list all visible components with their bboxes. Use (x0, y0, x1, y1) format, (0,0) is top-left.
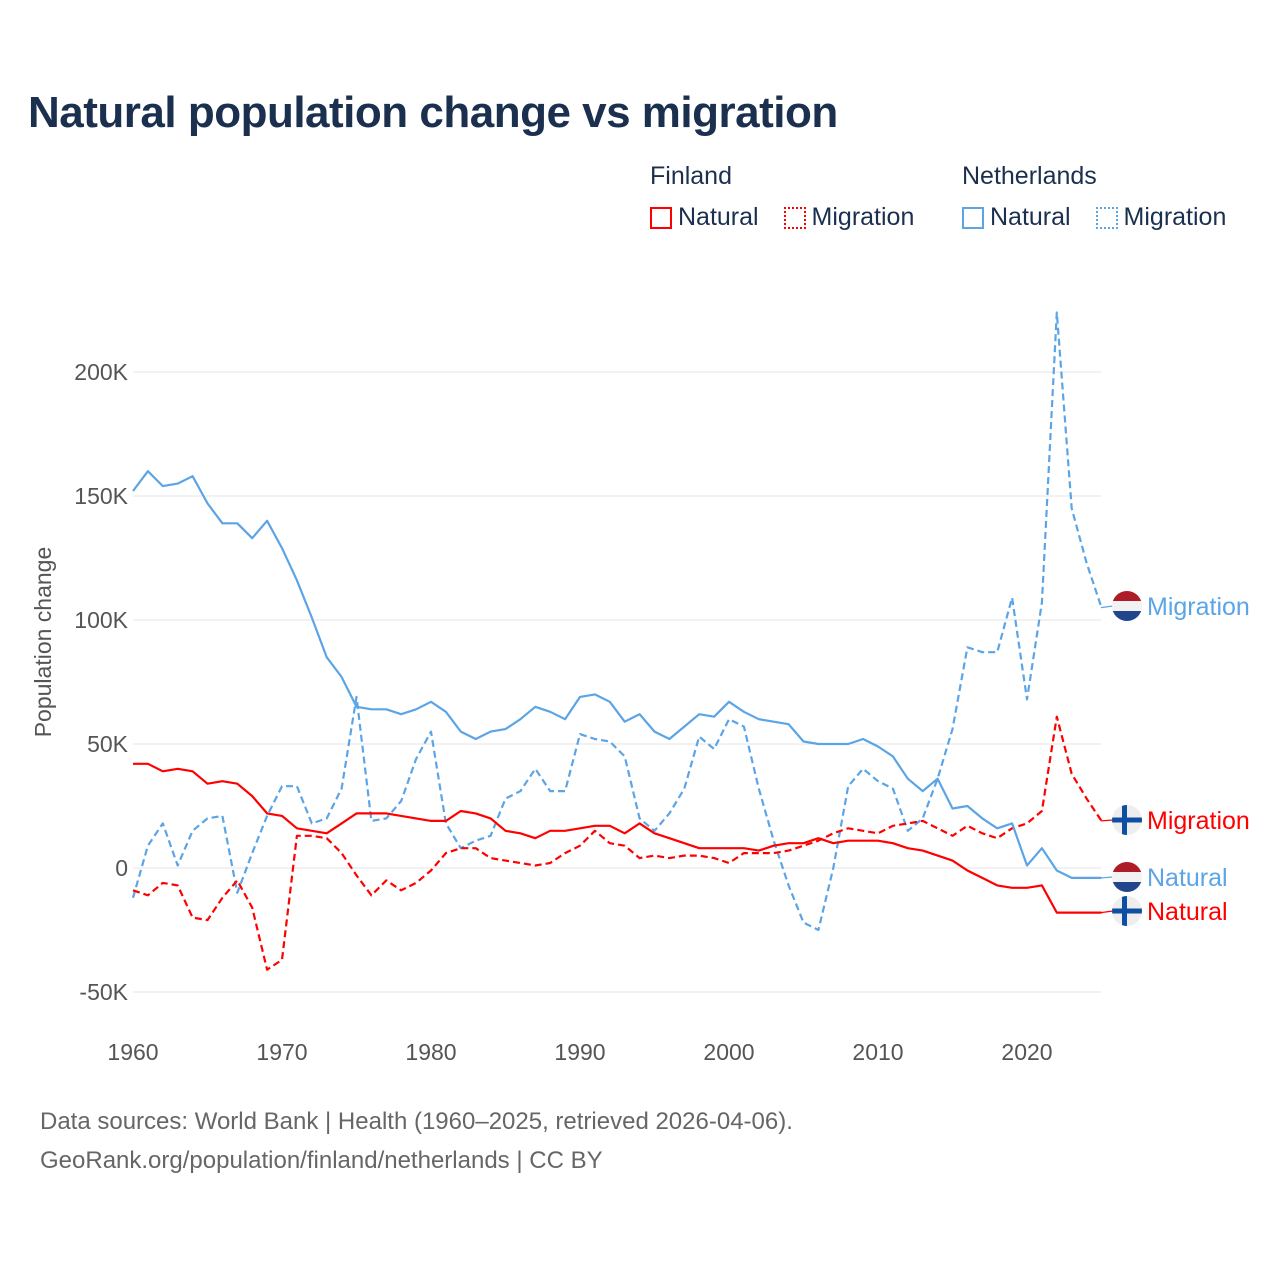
y-tick-label: 200K (74, 359, 128, 385)
flag-stripe-white (1112, 872, 1142, 882)
legend-label: Migration (811, 203, 915, 231)
chart-title: Natural population change vs migration (28, 88, 838, 137)
flag-body (1112, 862, 1142, 892)
x-tick-label: 2010 (852, 1039, 903, 1065)
flag-stripe-red (1112, 591, 1142, 601)
series-end-label: Migration (1147, 807, 1250, 835)
legend-item-finland-migration[interactable]: Migration (783, 203, 915, 232)
legend-swatch-solid (650, 206, 672, 229)
flag-stripe-red (1112, 862, 1142, 872)
y-axis-label: Population change (30, 547, 56, 738)
flag-body (1112, 896, 1142, 926)
netherlands-flag-icon (1112, 862, 1142, 892)
series-line-finland-migration (132, 715, 1103, 971)
source-line: Data sources: World Bank | Health (1960–… (40, 1108, 793, 1135)
legend-label: Natural (990, 203, 1071, 231)
flag-bg (1112, 805, 1142, 835)
x-tick-label: 1990 (554, 1039, 605, 1065)
flag-cross-v (1122, 805, 1127, 835)
flag-stripe-blue (1112, 611, 1142, 621)
flag-body (1112, 591, 1142, 621)
flag-stripe-blue (1112, 882, 1142, 892)
legend-item-netherlands-natural[interactable]: Natural (962, 203, 1071, 232)
y-tick-label: 0 (115, 855, 128, 881)
legend-label: Natural (678, 203, 759, 231)
legend-finland: Finland Natural Migration (650, 162, 932, 236)
flag-body (1112, 805, 1142, 835)
flag-cross-h (1112, 817, 1142, 823)
label-connector (1100, 605, 1114, 609)
series-end-label: Natural (1147, 898, 1228, 926)
finland-flag-icon (1112, 896, 1142, 926)
finland-flag-icon (1112, 805, 1142, 835)
flag-cross-v (1122, 896, 1127, 926)
legend-swatch-dotted (783, 206, 806, 229)
series-line-finland-natural (133, 762, 1102, 914)
legend-netherlands: Netherlands Natural Migration (962, 162, 1244, 236)
y-tick-label: 150K (74, 483, 128, 509)
label-connector (1100, 819, 1114, 822)
legend-country: Finland (650, 162, 732, 190)
legend-country: Netherlands (962, 162, 1097, 190)
flag-cross-h (1112, 908, 1142, 914)
x-tick-label: 2000 (703, 1039, 754, 1065)
flag-stripe-white (1112, 601, 1142, 611)
series-end-label: Migration (1147, 593, 1250, 621)
flag-bg (1112, 896, 1142, 926)
legend-swatch-solid (962, 206, 984, 229)
netherlands-flag-icon (1112, 591, 1142, 621)
x-tick-label: 1980 (405, 1039, 456, 1065)
legend-label: Migration (1123, 203, 1227, 231)
x-tick-label: 1960 (107, 1039, 158, 1065)
y-tick-label: 100K (74, 607, 128, 633)
legend-item-finland-natural[interactable]: Natural (650, 203, 759, 232)
source-link[interactable]: GeoRank.org/population/finland/netherlan… (40, 1147, 603, 1174)
label-connector (1100, 910, 1114, 914)
x-tick-label: 1970 (256, 1039, 307, 1065)
y-tick-label: -50K (79, 979, 128, 1005)
series-line-netherlands-migration (131, 311, 1103, 932)
series-line-netherlands-natural (132, 470, 1102, 880)
label-connector (1100, 876, 1114, 879)
y-tick-label: 50K (87, 731, 129, 757)
x-tick-label: 2020 (1001, 1039, 1052, 1065)
legend-item-netherlands-migration[interactable]: Migration (1095, 203, 1227, 232)
series-end-label: Natural (1147, 864, 1228, 892)
legend-swatch-dotted (1095, 206, 1118, 229)
